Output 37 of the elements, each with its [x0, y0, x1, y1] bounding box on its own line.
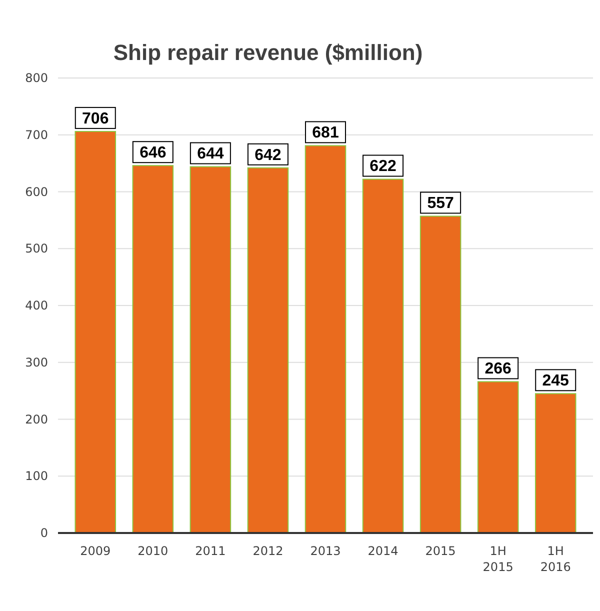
x-tick-label: 2012 — [252, 544, 284, 558]
data-label: 646 — [140, 144, 166, 162]
x-tick-label: 2014 — [368, 544, 398, 558]
y-tick-label: 500 — [25, 242, 48, 256]
chart-title: Ship repair revenue ($million) — [113, 40, 423, 65]
bar — [132, 165, 174, 534]
bar — [420, 216, 462, 534]
data-label: 266 — [484, 360, 512, 378]
bar — [74, 130, 116, 534]
data-label: 245 — [542, 372, 570, 390]
y-tick-label: 200 — [25, 412, 48, 426]
y-tick-label: 100 — [25, 469, 48, 484]
x-tick-label: 2011 — [195, 544, 226, 558]
data-label: 622 — [370, 158, 396, 176]
y-tick-label: 700 — [25, 128, 48, 142]
bar — [247, 167, 289, 534]
x-tick-label: 2009 — [80, 544, 111, 558]
y-tick-label: 0 — [40, 526, 48, 540]
y-tick-label: 800 — [25, 71, 48, 85]
x-tick-label: 1H 2016 — [540, 544, 571, 574]
x-tick-label: 2015 — [425, 544, 456, 558]
data-label: 642 — [254, 146, 282, 164]
data-label: 706 — [82, 110, 109, 128]
data-label: 644 — [197, 146, 224, 163]
bar — [190, 166, 232, 534]
x-tick-label: 1H 2015 — [482, 544, 514, 574]
y-tick-label: 300 — [25, 355, 48, 370]
x-tick-label: 2013 — [310, 544, 341, 558]
y-tick-label: 400 — [25, 298, 48, 312]
bar — [477, 381, 519, 534]
bar — [304, 145, 346, 534]
bar — [534, 393, 576, 534]
bar — [362, 178, 404, 534]
data-label: 557 — [427, 195, 454, 212]
x-tick-label: 2010 — [138, 544, 168, 558]
y-tick-label: 600 — [25, 184, 48, 199]
data-label: 681 — [312, 124, 339, 142]
